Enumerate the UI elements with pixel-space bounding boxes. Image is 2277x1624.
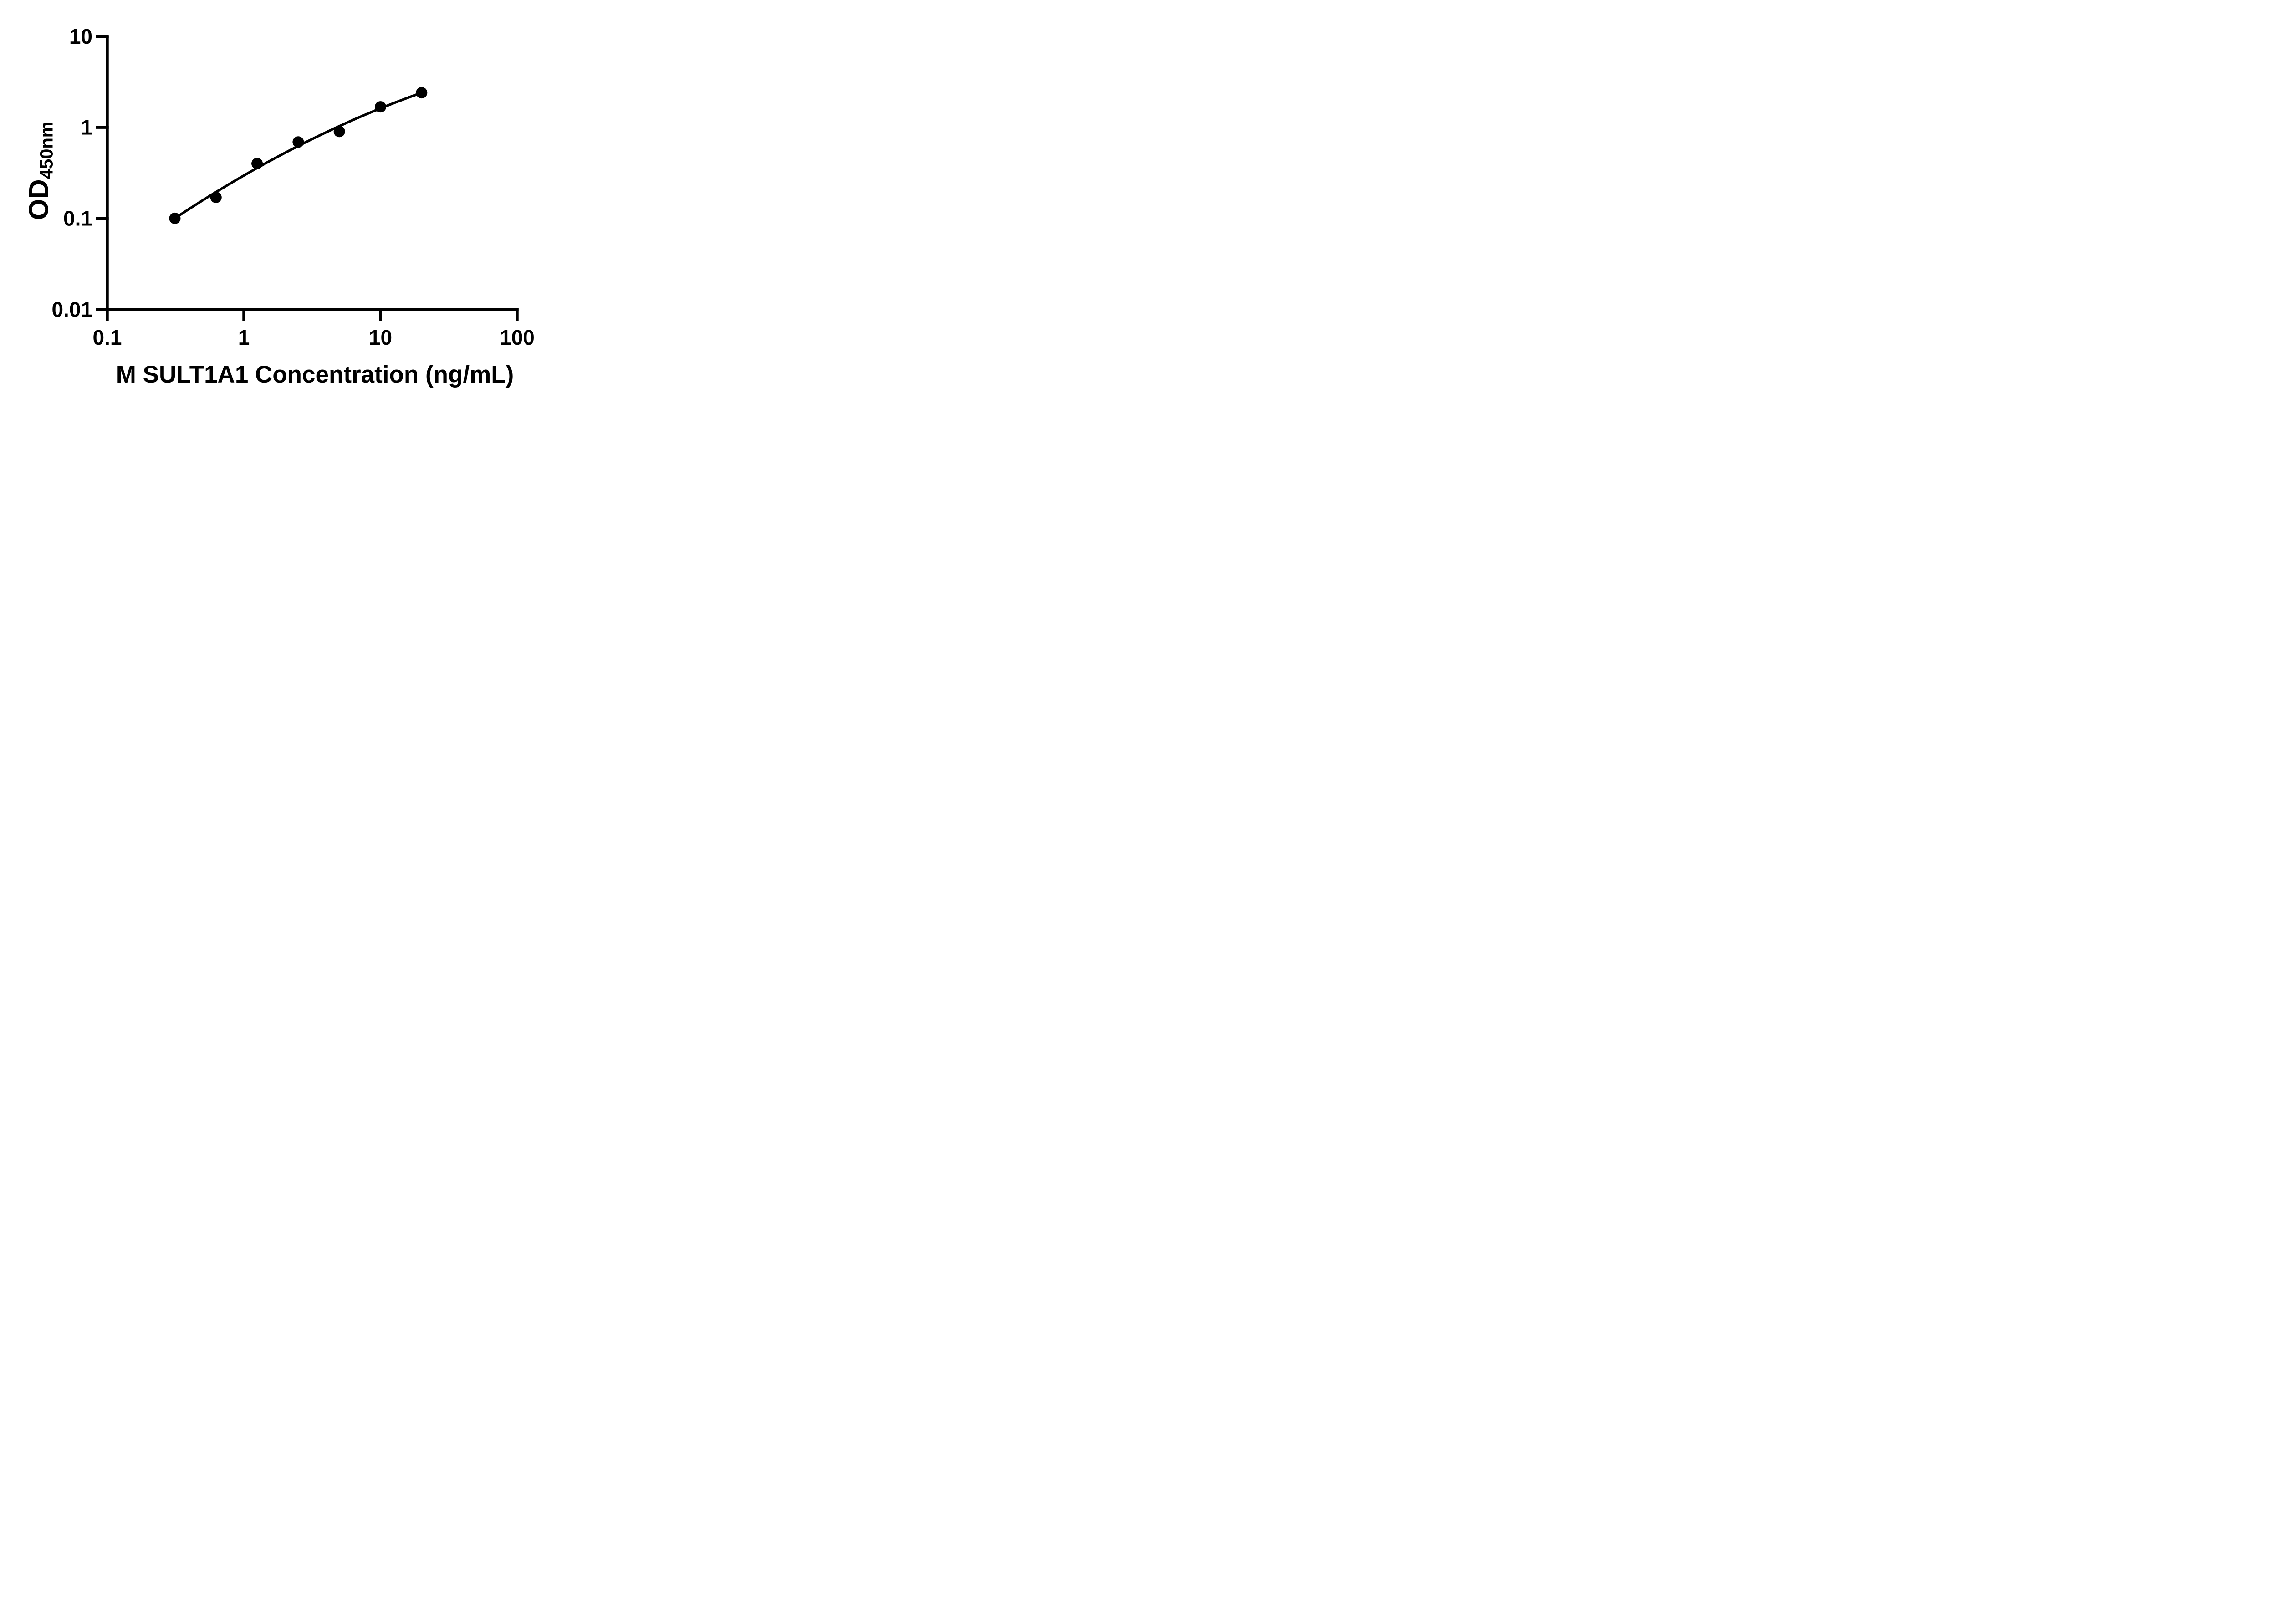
x-axis-title: M SULT1A1 Concentration (ng/mL) — [116, 361, 514, 388]
data-point — [169, 212, 181, 224]
y-tick-label: 1 — [81, 116, 92, 139]
x-tick-label: 100 — [500, 326, 535, 349]
data-point — [210, 191, 222, 203]
y-axis-title: OD450nm — [23, 121, 57, 220]
y-ticks: 10 1 0.1 0.01 — [51, 25, 109, 321]
y-tick-label: 0.01 — [51, 297, 92, 321]
y-tick-label: 0.1 — [63, 207, 92, 230]
data-point — [251, 158, 263, 169]
y-axis-title-base: OD — [23, 179, 54, 220]
y-tick-label: 10 — [69, 25, 92, 48]
data-point — [416, 87, 428, 99]
data-point — [292, 136, 304, 148]
y-axis-title-subscript: 450nm — [36, 121, 57, 179]
data-point — [333, 126, 345, 138]
elisa-standard-curve-figure: 10 1 0.1 0.01 0.1 1 10 100 M SULT1A1 Concentra… — [0, 0, 581, 406]
x-tick-label: 1 — [238, 326, 250, 349]
x-tick-label: 10 — [369, 326, 392, 349]
x-tick-label: 0.1 — [93, 326, 122, 349]
data-points — [169, 87, 428, 224]
data-point — [375, 101, 386, 113]
x-ticks: 0.1 1 10 100 — [93, 308, 535, 349]
